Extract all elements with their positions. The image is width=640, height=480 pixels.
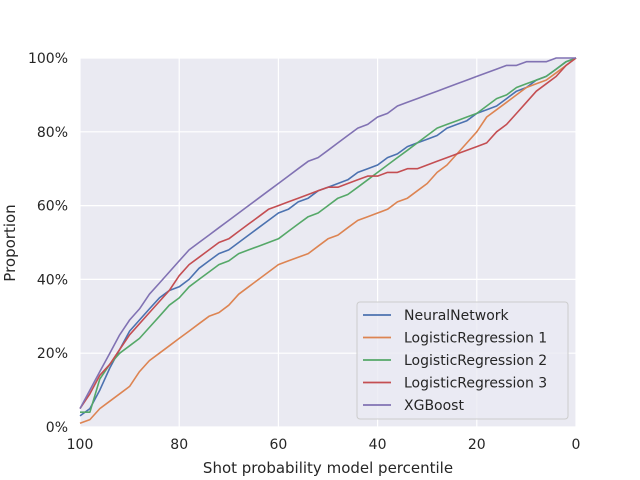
x-tick-label: 20 <box>468 437 486 453</box>
legend-entry-label: LogisticRegression 3 <box>404 376 547 392</box>
x-tick-label: 100 <box>67 437 94 453</box>
x-tick-label: 80 <box>170 437 188 453</box>
x-tick-label: 40 <box>369 437 387 453</box>
y-tick-label: 0% <box>46 420 68 436</box>
x-tick-labels: 100 80 60 40 20 0 <box>67 437 581 453</box>
legend-box <box>356 301 569 420</box>
y-tick-labels: 0% 20% 40% 60% 80% 100% <box>28 51 68 436</box>
series-line-logisticregression-2 <box>80 57 577 414</box>
y-tick-label: 20% <box>37 346 68 362</box>
legend-entry-label: LogisticRegression 1 <box>404 331 547 347</box>
y-tick-label: 80% <box>37 125 68 141</box>
series-line-logisticregression-1 <box>79 57 577 425</box>
legend: NeuralNetwork LogisticRegression 1 Logisti… <box>356 301 569 420</box>
y-tick-label: 100% <box>28 51 68 67</box>
legend-entry-label: XGBoost <box>404 398 464 414</box>
x-tick-label: 60 <box>269 437 287 453</box>
series-layer <box>79 57 577 425</box>
series-line-logisticregression-3 <box>79 57 577 410</box>
series-line-xgboost <box>79 57 576 409</box>
legend-entry-label: LogisticRegression 2 <box>404 353 547 369</box>
y-tick-label: 60% <box>37 199 68 215</box>
y-tick-label: 40% <box>37 272 68 288</box>
y-axis-label: Proportion <box>1 204 19 281</box>
legend-entry-label: NeuralNetwork <box>404 308 510 324</box>
x-axis-label: Shot probability model percentile <box>203 459 453 477</box>
x-tick-label: 0 <box>572 437 581 453</box>
